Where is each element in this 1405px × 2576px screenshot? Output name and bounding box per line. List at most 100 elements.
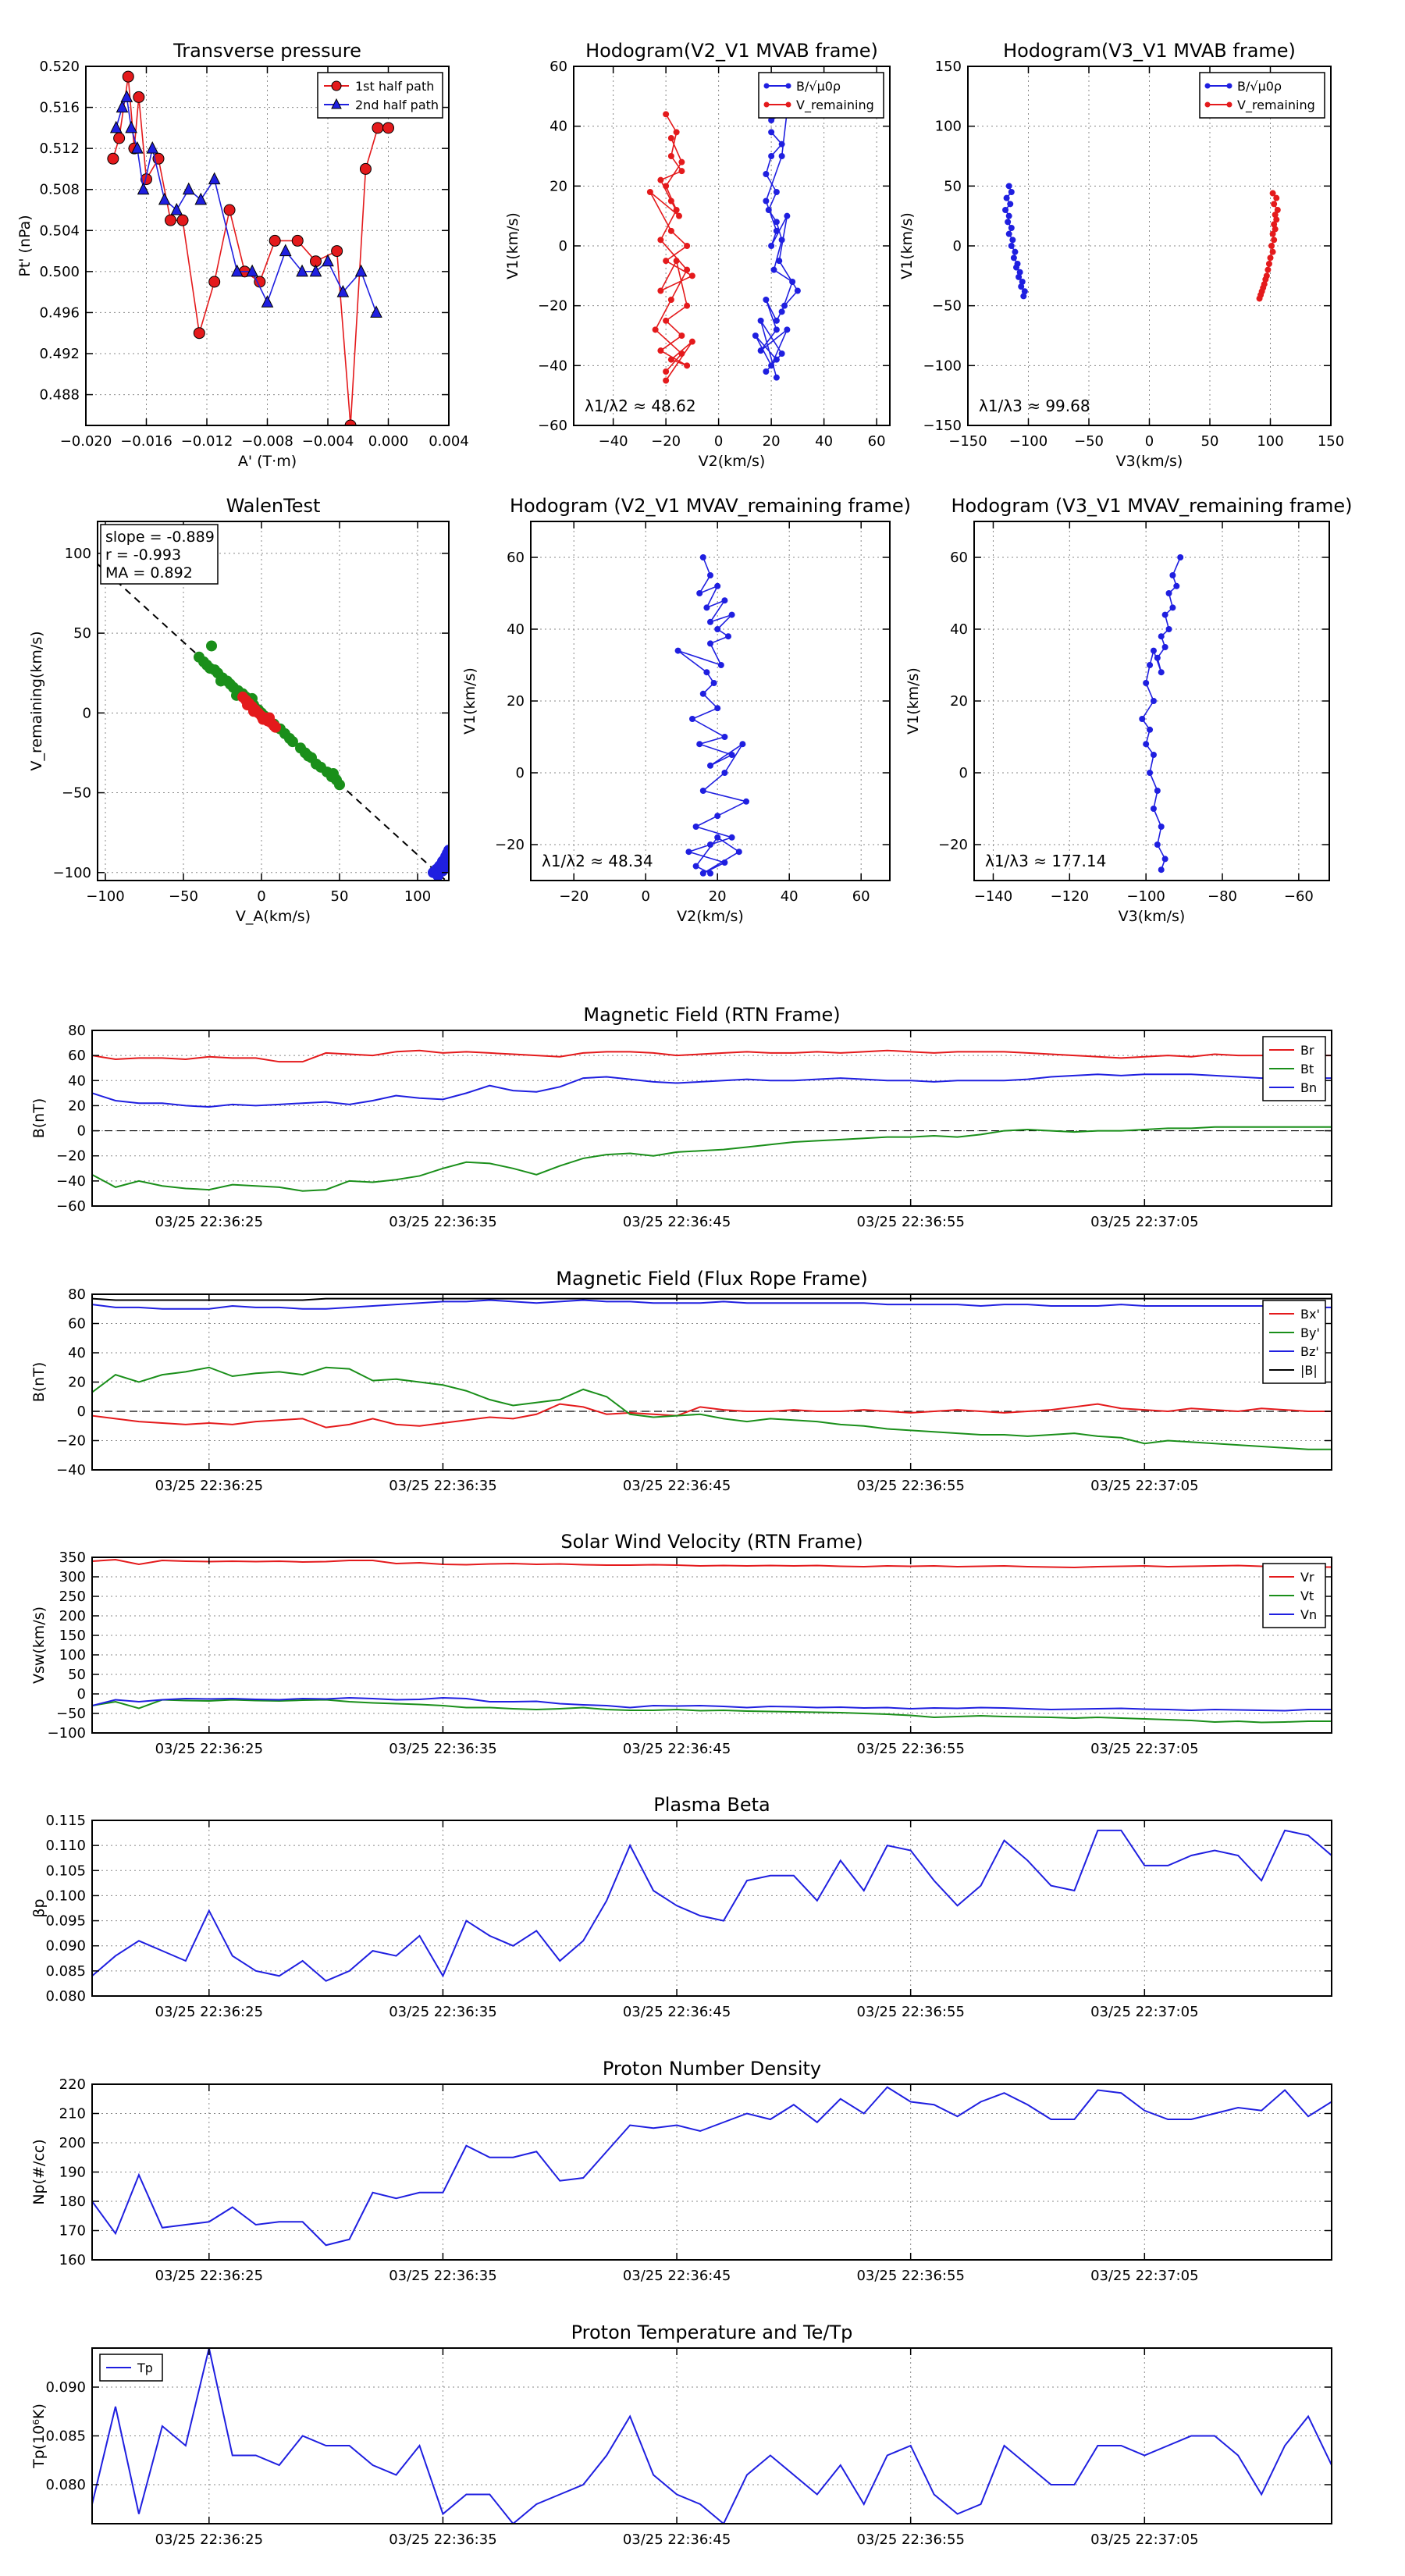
y-tick-label: −20 <box>538 298 567 315</box>
y-axis-label: Np(#/cc) <box>30 2139 48 2204</box>
chart-title: Solar Wind Velocity (RTN Frame) <box>560 1531 863 1553</box>
data-point <box>673 129 680 136</box>
grid <box>86 66 449 425</box>
y-tick-label: 0.496 <box>39 304 80 321</box>
data-point <box>696 590 703 596</box>
series-1st-half-path <box>107 70 394 425</box>
y-tick-label: 0 <box>77 1123 86 1140</box>
data-point <box>778 153 785 159</box>
y-tick-label: −100 <box>48 1725 86 1742</box>
data-point <box>714 813 721 820</box>
data-point <box>663 183 670 190</box>
series-b-0- <box>752 99 801 381</box>
data-point <box>120 90 133 102</box>
x-tick-label: −150 <box>948 433 987 450</box>
y-tick-label: −50 <box>932 298 962 315</box>
x-tick-label: 03/25 22:36:25 <box>155 1741 263 1757</box>
x-tick-label: −50 <box>1074 433 1104 450</box>
chart-title: Plasma Beta <box>653 1794 770 1816</box>
x-tick-label: 20 <box>709 888 727 905</box>
data-point <box>674 647 681 654</box>
x-tick-label: 03/25 22:37:05 <box>1090 2268 1198 2284</box>
y-tick-label: 0.520 <box>39 59 80 75</box>
axis-ticks: 03/25 22:36:25 03/25 22:36:35 03/25 22:36:… <box>48 1550 1332 1757</box>
plot-area <box>1002 183 1281 302</box>
grid <box>92 1557 1332 1733</box>
data-point <box>707 572 713 578</box>
chart-hodogram-v2-v1-mvab: Hodogram(V2_V1 MVAB frame)−40 −20 0 20 40 60−… <box>504 40 891 470</box>
data-point <box>667 297 674 303</box>
data-point <box>440 862 449 873</box>
data-point <box>657 237 664 244</box>
series-by--line <box>92 1366 1332 1450</box>
data-point <box>1150 806 1157 812</box>
y-tick-label: 0.504 <box>39 222 80 239</box>
chart-magnetic-field-flux-rope: Magnetic Field (Flux Rope Frame)03/25 22… <box>30 1268 1332 1494</box>
data-point <box>765 207 772 213</box>
legend: Vr Vt Vn <box>1262 1563 1326 1628</box>
data-point <box>752 333 759 339</box>
legend-label: Bz' <box>1300 1344 1319 1359</box>
series-2nd-half-path-line <box>115 94 377 313</box>
x-tick-label: 60 <box>852 888 870 905</box>
y-tick-label: 350 <box>59 1550 86 1566</box>
x-tick-label: 40 <box>781 888 799 905</box>
legend-label: Vn <box>1300 1607 1317 1622</box>
legend-label: B/√μ0ρ <box>1237 79 1282 94</box>
plot-area <box>674 554 749 877</box>
legend-marker <box>1226 83 1232 89</box>
data-point <box>699 788 706 794</box>
y-tick-label: 60 <box>950 550 968 566</box>
y-tick-label: 0.105 <box>45 1863 86 1879</box>
grid <box>574 66 890 425</box>
data-point <box>230 264 244 277</box>
x-tick-label: 100 <box>404 888 431 905</box>
data-point <box>707 618 713 625</box>
y-tick-label: 60 <box>507 550 525 566</box>
series-vn-line <box>92 1696 1332 1712</box>
x-tick-label: 0.004 <box>429 433 469 450</box>
y-tick-label: 80 <box>68 1023 86 1039</box>
data-point <box>778 237 785 244</box>
data-point <box>763 197 770 205</box>
data-point <box>1005 230 1012 237</box>
data-point <box>1003 194 1010 201</box>
data-point <box>291 234 304 247</box>
legend-marker <box>1226 101 1232 108</box>
x-tick-label: 03/25 22:36:45 <box>623 2532 731 2548</box>
data-point <box>344 419 357 425</box>
y-tick-label: 100 <box>935 119 962 135</box>
data-point <box>768 117 775 123</box>
x-tick-label: 20 <box>763 433 781 450</box>
series-np <box>92 2086 1332 2247</box>
eigenvalue-ratio-label: λ1/λ3 ≈ 99.68 <box>979 397 1090 415</box>
y-tick-label: 40 <box>550 119 567 135</box>
data-point <box>1158 824 1165 830</box>
data-point <box>1165 590 1172 596</box>
y-axis-label: V_remaining(km/s) <box>28 631 45 770</box>
data-point <box>778 350 785 357</box>
data-point <box>1147 662 1154 668</box>
x-tick-label: 03/25 22:37:05 <box>1090 2004 1198 2020</box>
y-tick-label: 40 <box>68 1073 86 1089</box>
fit-stat-line: MA = 0.892 <box>105 564 193 582</box>
data-point <box>296 264 308 277</box>
chart-title: Transverse pressure <box>173 40 361 62</box>
data-point <box>667 197 674 205</box>
data-point <box>676 212 682 219</box>
data-point <box>794 287 801 294</box>
plot-area <box>107 70 394 425</box>
data-point <box>1154 788 1161 794</box>
data-point <box>1008 225 1015 231</box>
data-point <box>1143 680 1150 686</box>
series-1st-half-path-line <box>112 76 389 425</box>
data-point <box>1161 644 1168 650</box>
x-tick-label: 60 <box>868 433 886 450</box>
data-point <box>1018 283 1025 290</box>
axis-ticks: 03/25 22:36:25 03/25 22:36:35 03/25 22:36:… <box>56 1023 1332 1230</box>
y-tick-label: 0 <box>559 238 567 254</box>
data-point <box>763 171 770 177</box>
data-point <box>1021 288 1028 295</box>
y-tick-label: 20 <box>950 693 968 710</box>
